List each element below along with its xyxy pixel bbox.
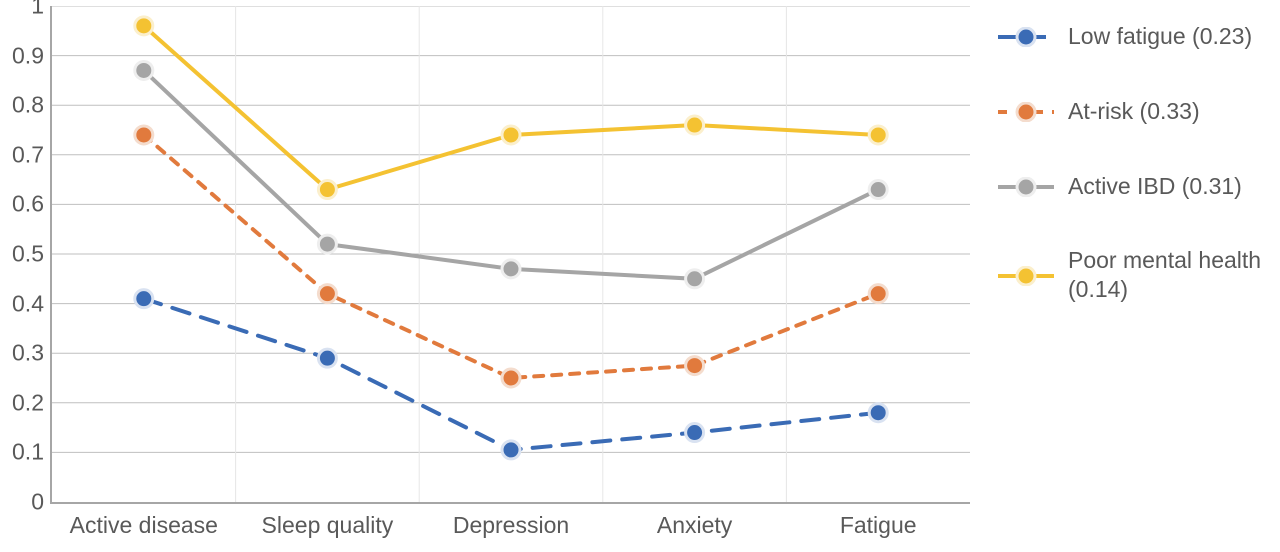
- ytick-label: 0.4: [12, 290, 44, 317]
- series-marker-at-risk: [135, 126, 153, 144]
- ytick-label: 0.2: [12, 389, 44, 416]
- xtick-label: Depression: [453, 512, 569, 539]
- ytick-label: 0: [31, 489, 44, 516]
- legend-swatch: [998, 26, 1054, 46]
- legend-item-poor-mental-health: Poor mental health (0.14): [998, 246, 1280, 304]
- series-layer: [52, 6, 970, 502]
- series-marker-at-risk: [686, 357, 704, 375]
- series-marker-active-ibd: [135, 61, 153, 79]
- series-line-poor-mental-health: [144, 26, 878, 190]
- xtick-label: Active disease: [70, 512, 218, 539]
- legend-item-low-fatigue: Low fatigue (0.23): [998, 22, 1280, 51]
- series-line-active-ibd: [144, 70, 878, 278]
- series-marker-active-ibd: [686, 270, 704, 288]
- legend-label: At-risk (0.33): [1068, 97, 1200, 126]
- legend-item-at-risk: At-risk (0.33): [998, 97, 1280, 126]
- series-marker-active-ibd: [318, 235, 336, 253]
- legend: Low fatigue (0.23) At-risk (0.33) Active I…: [998, 22, 1280, 350]
- legend-swatch: [998, 176, 1054, 196]
- series-marker-poor-mental-health: [318, 181, 336, 199]
- series-marker-poor-mental-health: [686, 116, 704, 134]
- series-marker-at-risk: [869, 285, 887, 303]
- series-marker-low-fatigue: [686, 424, 704, 442]
- ytick-label: 0.6: [12, 191, 44, 218]
- ytick-label: 0.8: [12, 92, 44, 119]
- xtick-label: Fatigue: [840, 512, 917, 539]
- ytick-label: 0.9: [12, 42, 44, 69]
- series-marker-low-fatigue: [869, 404, 887, 422]
- plot-area: 00.10.20.30.40.50.60.70.80.91Active dise…: [50, 6, 970, 504]
- chart-container: 0 0.1 0.2 0.3 0.4 0.5 0.6 0.7 0.8 0.9 1 Active dise…: [0, 0, 1280, 552]
- series-marker-low-fatigue: [502, 441, 520, 459]
- legend-item-active-ibd: Active IBD (0.31): [998, 172, 1280, 201]
- series-marker-at-risk: [318, 285, 336, 303]
- series-marker-poor-mental-health: [135, 17, 153, 35]
- legend-swatch: [998, 265, 1054, 285]
- xtick-label: Anxiety: [657, 512, 732, 539]
- legend-label: Poor mental health (0.14): [1068, 246, 1280, 304]
- legend-label: Active IBD (0.31): [1068, 172, 1242, 201]
- ytick-label: 1: [31, 0, 44, 20]
- ytick-label: 0.3: [12, 340, 44, 367]
- ytick-label: 0.5: [12, 241, 44, 268]
- series-line-at-risk: [144, 135, 878, 378]
- series-marker-low-fatigue: [135, 290, 153, 308]
- legend-swatch: [998, 101, 1054, 121]
- series-marker-poor-mental-health: [502, 126, 520, 144]
- ytick-label: 0.7: [12, 141, 44, 168]
- series-marker-poor-mental-health: [869, 126, 887, 144]
- series-marker-at-risk: [502, 369, 520, 387]
- ytick-label: 0.1: [12, 439, 44, 466]
- series-marker-active-ibd: [869, 181, 887, 199]
- series-marker-active-ibd: [502, 260, 520, 278]
- legend-label: Low fatigue (0.23): [1068, 22, 1252, 51]
- xtick-label: Sleep quality: [262, 512, 394, 539]
- series-marker-low-fatigue: [318, 349, 336, 367]
